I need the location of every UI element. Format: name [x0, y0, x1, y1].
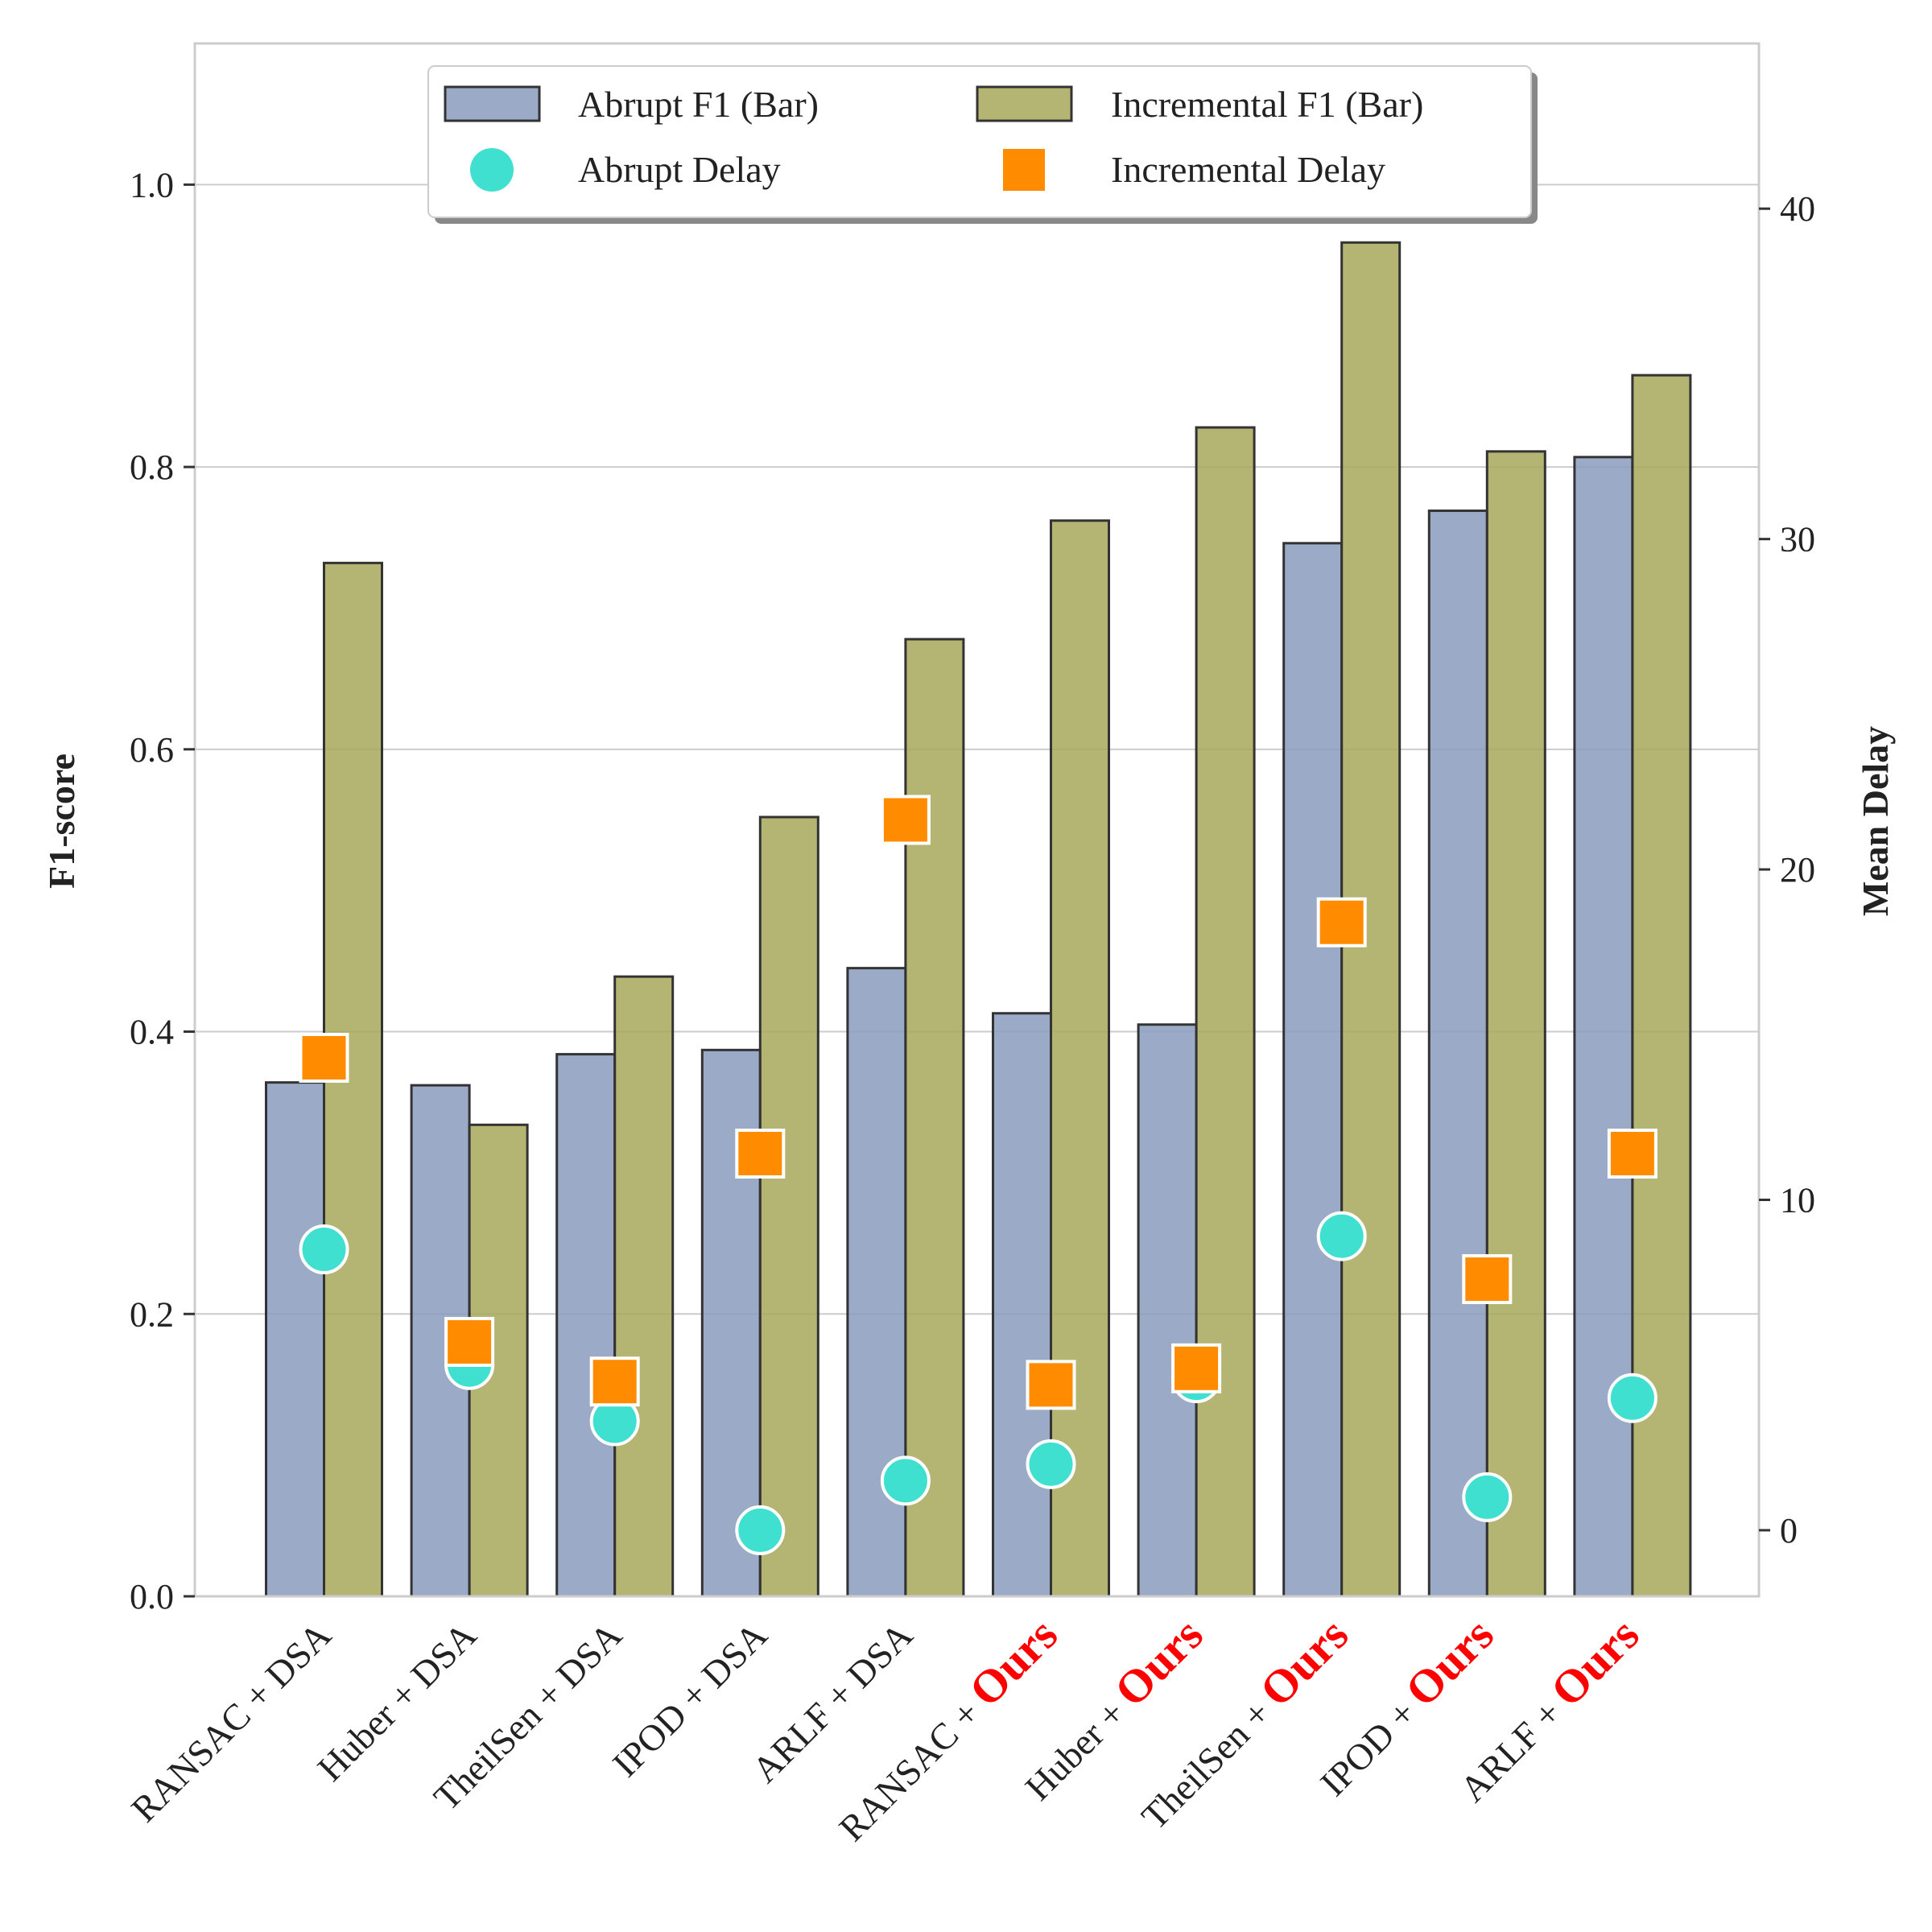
- abrupt-delay-point: [1316, 1211, 1367, 1261]
- bar-abrupt-f1: [265, 1081, 325, 1598]
- category-prefix: ARLF +: [1452, 1686, 1576, 1810]
- incremental-delay-point: [299, 1033, 349, 1084]
- category-prefix: RANSAC +: [831, 1686, 994, 1849]
- right-y-axis-ticks: 0 10 20 30 40: [1759, 189, 1815, 1550]
- abrupt-delay-point: [1607, 1373, 1657, 1423]
- y2-tick-label: 20: [1780, 850, 1815, 890]
- legend: Abrupt F1 (Bar) Incremental F1 (Bar) Abrup…: [427, 65, 1538, 224]
- category-prefix: TheilSen +: [1133, 1686, 1285, 1837]
- incremental-delay-point: [1462, 1253, 1513, 1304]
- bar-incremental-f1: [1485, 450, 1546, 1598]
- category-prefix: IPOD +: [605, 1666, 723, 1785]
- incremental-delay-point: [880, 795, 931, 845]
- bar-abrupt-f1: [1282, 542, 1344, 1598]
- y2-tick-label: 0: [1780, 1511, 1798, 1550]
- bar-abrupt-f1: [555, 1053, 617, 1598]
- y2-tick-label: 40: [1780, 189, 1815, 229]
- legend-label-incremental-f1: Incremental F1 (Bar): [1111, 84, 1423, 125]
- category-prefix: TheilSen +: [426, 1666, 577, 1818]
- bar-incremental-f1: [613, 975, 675, 1598]
- y2-axis-title: Mean Delay: [1855, 726, 1896, 916]
- bar-incremental-f1: [904, 638, 965, 1598]
- y2-tick-label: 10: [1780, 1180, 1815, 1220]
- incremental-delay-point: [589, 1356, 640, 1407]
- legend-marker-incremental-delay: [1003, 149, 1045, 191]
- bar-abrupt-f1: [992, 1012, 1052, 1598]
- y-tick-label: 0.6: [130, 730, 174, 770]
- abrupt-delay-point: [1462, 1472, 1513, 1522]
- bar-abrupt-f1: [1137, 1023, 1198, 1598]
- category-prefix: Huber +: [1018, 1686, 1140, 1808]
- legend-swatch-abrupt-f1: [444, 85, 541, 122]
- incremental-delay-point: [444, 1316, 495, 1367]
- category-prefix: RANSAC +: [123, 1666, 287, 1830]
- bars: [265, 241, 1692, 1598]
- y-tick-label: 0.0: [130, 1577, 174, 1616]
- legend-label-abrupt-f1: Abrupt F1 (Bar): [578, 84, 819, 125]
- incremental-delay-point: [1171, 1343, 1222, 1393]
- category-prefix: IPOD +: [1312, 1686, 1430, 1804]
- plot-frame: [193, 42, 1761, 1598]
- y2-tick-label: 30: [1780, 520, 1815, 559]
- y-tick-label: 0.4: [130, 1013, 174, 1052]
- abrupt-delay-point: [735, 1505, 786, 1555]
- bar-incremental-f1: [1050, 519, 1110, 1598]
- y-axis-title: F1-score: [41, 753, 82, 889]
- incremental-delay-point: [735, 1129, 786, 1179]
- bar-incremental-f1: [1195, 426, 1256, 1598]
- legend-label-incremental-delay: Incremental Delay: [1111, 149, 1385, 190]
- legend-swatch-incremental-f1: [976, 85, 1073, 122]
- category-prefix: ARLF +: [744, 1666, 868, 1790]
- category-prefix: Huber +: [309, 1666, 431, 1789]
- incremental-delay-point: [1607, 1129, 1657, 1179]
- abrupt-delay-point: [1026, 1439, 1076, 1489]
- delay-markers: [299, 795, 1657, 1555]
- legend-box: [427, 65, 1532, 218]
- y-tick-label: 1.0: [130, 165, 174, 204]
- bar-abrupt-f1: [1573, 456, 1634, 1598]
- x-category-label: RANSAC + DSA: [123, 1614, 339, 1830]
- left-y-axis-ticks: 0.0 0.2 0.4 0.6 0.8 1.0: [130, 165, 195, 1616]
- bar-abrupt-f1: [1427, 509, 1488, 1598]
- legend-marker-abrupt-delay: [470, 148, 514, 192]
- abrupt-delay-point: [299, 1224, 349, 1275]
- incremental-delay-point: [1316, 897, 1367, 947]
- abrupt-delay-point: [880, 1455, 931, 1506]
- y-tick-label: 0.2: [130, 1294, 174, 1334]
- bar-incremental-f1: [758, 815, 819, 1598]
- legend-label-abrupt-delay: Abrupt Delay: [578, 149, 781, 190]
- incremental-delay-point: [1026, 1360, 1076, 1410]
- y-tick-label: 0.8: [130, 448, 174, 487]
